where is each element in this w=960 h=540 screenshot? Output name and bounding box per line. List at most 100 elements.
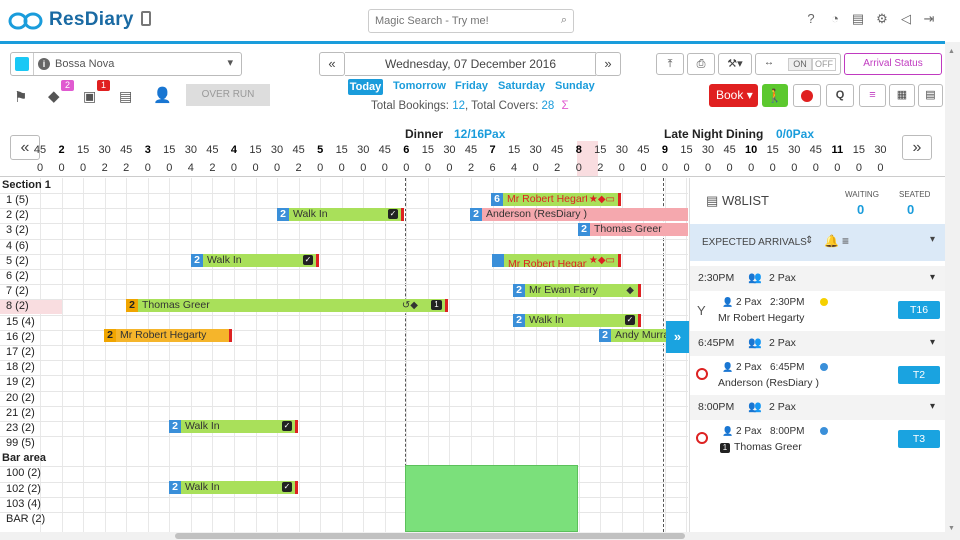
table-row[interactable]: 21 (2) — [0, 405, 688, 421]
horizontal-scrollbar[interactable] — [0, 532, 945, 540]
chevron-down-icon[interactable]: ▾ — [930, 272, 936, 283]
table-row[interactable]: 100 (2) — [0, 466, 688, 481]
booking-bar[interactable]: 2 Walk In ✓ — [513, 314, 641, 327]
chevron-down-icon[interactable]: ▾ — [930, 401, 936, 412]
table-row[interactable]: 19 (2) — [0, 375, 688, 390]
table-row[interactable]: 17 (2) — [0, 345, 688, 360]
print-button[interactable]: ⎙ — [687, 53, 715, 75]
table-row[interactable]: 99 (5) — [0, 436, 688, 451]
arrival-entry[interactable]: 👤 2 Pax 6:45PM Anderson (ResDiary ) T2 — [690, 358, 946, 394]
prev-date-button[interactable]: « — [319, 52, 345, 76]
booking-bar[interactable]: 2 Walk In ✓ — [169, 420, 298, 433]
booking-bar[interactable]: 2 Anderson (ResDiary ) — [470, 208, 688, 221]
table-row[interactable]: 102 (2) — [0, 481, 688, 497]
timeline-next-button[interactable]: » — [902, 135, 932, 160]
remove-user-icon[interactable]: 👤 — [153, 87, 172, 104]
vertical-scrollbar[interactable]: ▲ ▼ — [945, 42, 960, 540]
booking-bar[interactable]: 2 Walk In ✓ — [191, 254, 319, 267]
list-icon[interactable]: ≡ — [842, 234, 850, 248]
tools-dropdown-button[interactable]: ⚒▾ — [718, 53, 752, 75]
day-friday[interactable]: Friday — [455, 80, 489, 92]
waiting-count[interactable]: 0 — [857, 202, 865, 217]
booking-bar[interactable]: 2 Walk In ✓ — [169, 481, 298, 494]
table-row[interactable]: 3 (2) — [0, 223, 688, 238]
chevron-down-icon[interactable]: ▾ — [930, 337, 936, 348]
table-view-button[interactable]: ▤ — [918, 84, 943, 107]
table-row[interactable]: 103 (4) — [0, 496, 688, 512]
table-row[interactable]: BAR (2) — [0, 512, 688, 527]
current-date[interactable]: Wednesday, 07 December 2016 — [345, 52, 596, 76]
day-sunday[interactable]: Sunday — [555, 80, 595, 92]
day-today[interactable]: Today — [348, 79, 383, 95]
booking-bar[interactable]: Mr Robert Hegarty ★◆▭ — [492, 254, 621, 267]
arrival-entry[interactable]: 👤 2 Pax 8:00PM 1 Thomas Greer T3 — [690, 422, 946, 458]
toggle-off[interactable]: OFF — [812, 58, 836, 71]
toggle-on[interactable]: ON — [788, 58, 812, 71]
search-icon[interactable]: ⌕ — [560, 14, 567, 26]
chevron-down-icon[interactable]: ▾ — [930, 234, 936, 245]
documents-icon[interactable]: ▣ — [83, 88, 97, 104]
day-tomorrow[interactable]: Tomorrow — [393, 80, 446, 92]
table-row[interactable]: 16 (2) — [0, 329, 688, 345]
arrival-group-header[interactable]: 8:00PM 👥 2 Pax ▾ — [690, 395, 946, 420]
tablet-icon[interactable] — [141, 11, 151, 26]
table-row[interactable]: 5 (2) — [0, 253, 688, 269]
help-icon[interactable]: ? — [807, 11, 815, 26]
align-top-button[interactable]: ⤒ — [656, 53, 684, 75]
megaphone-icon[interactable]: ◁ — [901, 11, 911, 26]
expand-panel-button[interactable]: » — [666, 321, 689, 353]
booking-bar[interactable]: 2 Thomas Greer ↺◆ 1 — [126, 299, 448, 312]
total-bookings-value[interactable]: 12 — [452, 100, 465, 112]
booking-bar[interactable]: 2 Thomas Greer — [578, 223, 688, 236]
arrival-group-header[interactable]: 2:30PM 👥 2 Pax ▾ — [690, 266, 946, 291]
flag-icon[interactable]: ⚑ — [14, 89, 28, 106]
sort-icon[interactable]: ⇕ — [805, 235, 814, 246]
table-row[interactable]: 4 (6) — [0, 238, 688, 254]
table-row[interactable]: 7 (2) — [0, 284, 688, 299]
arrival-status-button[interactable]: Arrival Status — [844, 53, 942, 75]
day-saturday[interactable]: Saturday — [498, 80, 546, 92]
table-row[interactable]: 23 (2) — [0, 421, 688, 436]
mode-toggle[interactable]: ↔ ON OFF — [755, 53, 841, 75]
table-assign-badge[interactable]: T2 — [898, 366, 940, 384]
over-run-button[interactable]: OVER RUN — [186, 84, 270, 106]
logout-icon[interactable]: ⇥ — [923, 11, 935, 26]
arrival-entry[interactable]: Y 👤 2 Pax 2:30PM Mr Robert Hegarty T16 — [690, 293, 946, 329]
bar-area-blocked-period[interactable] — [405, 465, 578, 532]
booking-bar[interactable]: 2 Mr Robert Hegarty — [104, 329, 232, 342]
scroll-up-icon[interactable]: ▲ — [948, 48, 955, 55]
booking-bar[interactable]: 6 Mr Robert Hegarty ★◆▭ — [491, 193, 621, 206]
table-assign-badge[interactable]: T16 — [898, 301, 940, 319]
restaurant-select[interactable]: i Bossa Nova ▾ — [10, 52, 242, 76]
reports-icon[interactable]: ▤ — [851, 11, 865, 26]
scroll-down-icon[interactable]: ▼ — [948, 525, 955, 532]
seated-count[interactable]: 0 — [907, 202, 915, 217]
table-assign-badge[interactable]: T3 — [898, 430, 940, 448]
table-row[interactable]: 6 (2) — [0, 269, 688, 284]
table-row[interactable]: 20 (2) — [0, 390, 688, 406]
book-button[interactable]: Book ▾ — [709, 84, 758, 107]
booking-bar[interactable]: 2 Andy Murray — [599, 329, 666, 342]
walk-in-button[interactable]: 🚶 — [762, 84, 788, 107]
list-icon[interactable]: ▤ — [119, 88, 133, 104]
info-icon[interactable]: i — [38, 58, 50, 70]
scroll-thumb[interactable] — [175, 533, 685, 539]
grid-view-button[interactable]: ▦ — [889, 84, 915, 107]
table-row[interactable]: 15 (4) — [0, 314, 688, 330]
tag-icon[interactable]: ◆ — [48, 88, 60, 105]
search-input[interactable] — [375, 11, 555, 31]
table-row[interactable]: 1 (5) — [0, 193, 688, 208]
booking-bar[interactable]: 2 Mr Ewan Farry ◆ — [513, 284, 641, 297]
magic-search-box[interactable]: ⌕ — [368, 9, 574, 33]
timeline-prev-button[interactable]: « — [10, 135, 40, 160]
next-date-button[interactable]: » — [595, 52, 621, 76]
total-covers-value[interactable]: 28 — [541, 100, 555, 112]
gear-icon[interactable]: ⚙ — [876, 11, 888, 26]
booking-bar[interactable]: 2 Walk In ✓ — [277, 208, 404, 221]
bell-icon[interactable]: 🔔 — [824, 234, 839, 248]
timeline-view-button[interactable]: ≡ — [859, 84, 886, 107]
expected-arrivals-header[interactable]: EXPECTED ARRIVALS ⇕ 🔔 ≡ ▾ — [690, 224, 946, 261]
sum-icon[interactable]: Σ — [561, 100, 569, 112]
dashboard-icon[interactable]: ◔ — [831, 11, 839, 26]
table-row[interactable]: 18 (2) — [0, 360, 688, 375]
